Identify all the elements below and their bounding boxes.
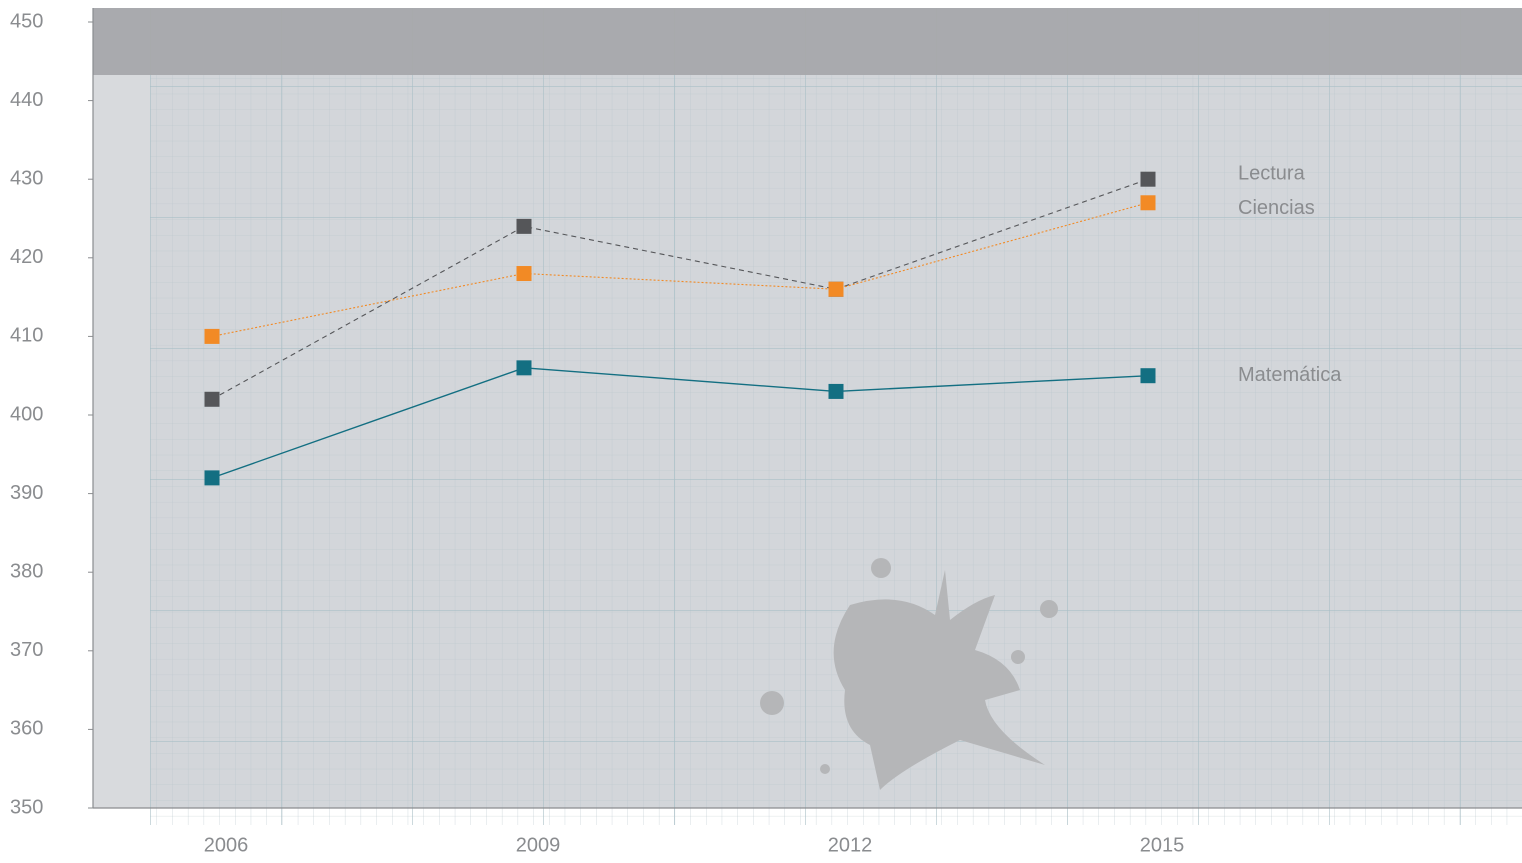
x-tick-label: 2009 (516, 834, 561, 856)
point-marker (1140, 171, 1156, 187)
series-label: Ciencias (1238, 197, 1315, 219)
series-line (211, 367, 1149, 479)
ink-splash (760, 558, 1058, 790)
y-tick-label: 450 (10, 10, 43, 32)
series-label: Lectura (1238, 162, 1306, 184)
y-tick-label: 380 (10, 560, 43, 582)
y-tick-label: 360 (10, 718, 43, 740)
x-tick-label: 2015 (1140, 834, 1185, 856)
point-marker (1140, 195, 1156, 211)
point-marker (828, 281, 844, 297)
series-line (211, 178, 1149, 400)
series-label: Matemática (1238, 364, 1342, 386)
point-marker (204, 391, 220, 407)
y-tick-label: 390 (10, 482, 43, 504)
y-tick-label: 410 (10, 325, 43, 347)
y-tick-label: 430 (10, 167, 43, 189)
y-tick-label: 400 (10, 403, 43, 425)
y-tick-label: 350 (10, 796, 43, 818)
point-marker (516, 218, 532, 234)
series-line (211, 202, 1149, 337)
point-marker (204, 328, 220, 344)
top-band (93, 8, 1522, 75)
y-tick-label: 440 (10, 89, 43, 111)
y-tick-label: 420 (10, 246, 43, 268)
point-marker (828, 383, 844, 399)
point-marker (516, 266, 532, 282)
x-tick-label: 2012 (828, 834, 873, 856)
point-marker (516, 360, 532, 376)
x-tick-label: 2006 (204, 834, 249, 856)
y-tick-label: 370 (10, 639, 43, 661)
point-marker (1140, 368, 1156, 384)
point-marker (204, 470, 220, 486)
paper-grid-major (150, 8, 1522, 825)
